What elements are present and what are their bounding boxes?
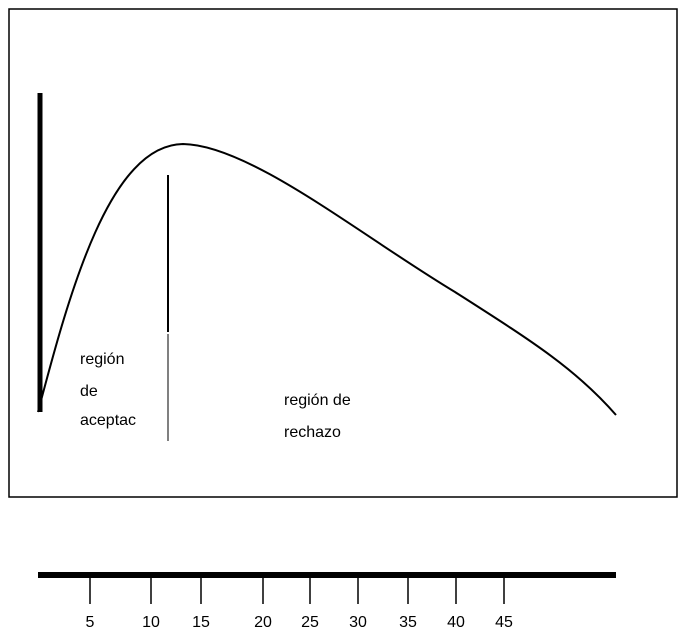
acceptance-region-label-line-3: aceptac	[80, 412, 136, 429]
axis-tick-label-30: 30	[349, 614, 367, 631]
diagram-frame	[8, 8, 678, 498]
acceptance-region-label-line-2: de	[80, 383, 98, 400]
axis-tick-label-35: 35	[399, 614, 417, 631]
axis-tick-label-45: 45	[495, 614, 513, 631]
distribution-curve	[37, 142, 617, 416]
axis-tick-label-25: 25	[301, 614, 319, 631]
axis-tick-label-20: 20	[254, 614, 272, 631]
acceptance-region-label-line-1: región	[80, 351, 124, 368]
rejection-region-label-line-2: rechazo	[284, 424, 341, 441]
axis-tick-label-10: 10	[142, 614, 160, 631]
axis-tick-labels: 5 10 15 20 25 30 35 40 45	[86, 614, 513, 631]
rejection-region-label-line-1: región de	[284, 392, 351, 409]
axis-tick-label-15: 15	[192, 614, 210, 631]
axis-tick-label-5: 5	[86, 614, 95, 631]
axis-ticks	[89, 578, 505, 604]
axis-tick-label-40: 40	[447, 614, 465, 631]
